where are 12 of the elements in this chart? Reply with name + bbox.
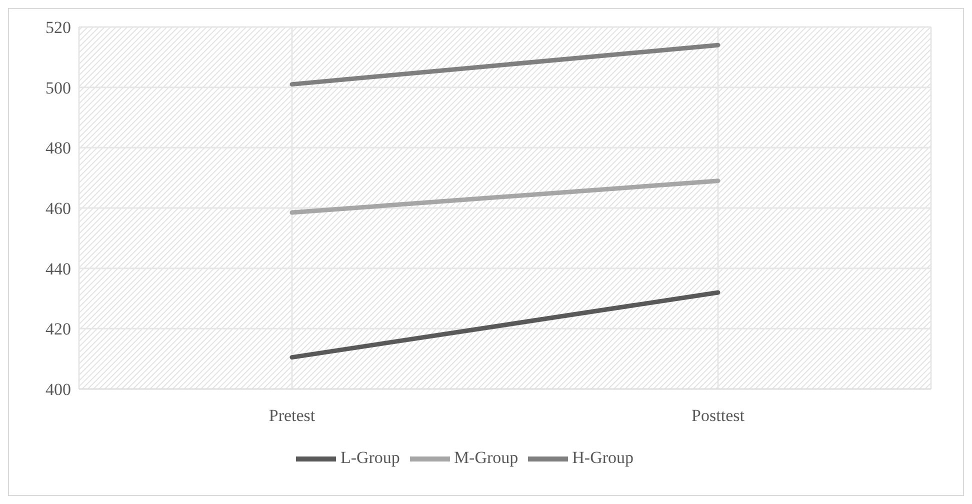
y-tick-label: 480 xyxy=(46,138,71,158)
y-tick-label: 500 xyxy=(46,78,71,98)
y-tick-label: 520 xyxy=(46,18,71,38)
x-tick-label: Pretest xyxy=(268,406,316,426)
x-tick-label: Posttest xyxy=(692,406,745,426)
legend-label: L-Group xyxy=(340,448,400,467)
y-tick-label: 440 xyxy=(46,259,71,278)
y-tick-label: 420 xyxy=(46,320,71,339)
y-tick-label: 400 xyxy=(46,380,71,400)
legend-label: M-Group xyxy=(454,448,518,467)
legend-label: H-Group xyxy=(572,448,634,467)
y-tick-label: 460 xyxy=(46,199,71,218)
